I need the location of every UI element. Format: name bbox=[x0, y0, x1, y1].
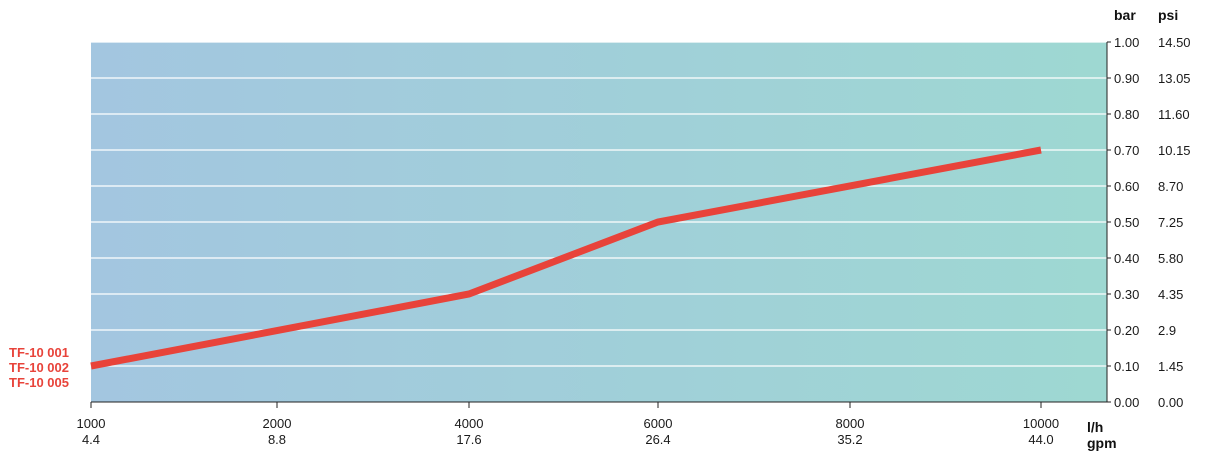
legend: TF-10 001 TF-10 002 TF-10 005 bbox=[9, 345, 69, 390]
series-group bbox=[90, 146, 1042, 370]
grid-lines bbox=[91, 41, 1111, 403]
axes bbox=[90, 42, 1108, 408]
y-tick-label-psi: 0.00 bbox=[1158, 395, 1183, 410]
x-tick-label-gpm: 26.4 bbox=[645, 432, 670, 447]
y-tick-label-bar: 0.60 bbox=[1114, 179, 1139, 194]
x-tick-label-gpm: 44.0 bbox=[1028, 432, 1053, 447]
x-unit-lh: l/h bbox=[1087, 419, 1103, 435]
y-tick-label-bar: 0.50 bbox=[1114, 215, 1139, 230]
y-tick-label-bar: 0.10 bbox=[1114, 359, 1139, 374]
y-tick-label-bar: 0.40 bbox=[1114, 251, 1139, 266]
x-tick-label-gpm: 4.4 bbox=[82, 432, 100, 447]
y-tick-label-bar: 0.00 bbox=[1114, 395, 1139, 410]
y-tick-labels: 0.00 0.00 0.10 1.45 0.20 2.9 0.30 4.35 0.40 5.80 0… bbox=[1114, 35, 1191, 410]
y-unit-bar: bar bbox=[1114, 7, 1136, 23]
y-tick-label-bar: 0.90 bbox=[1114, 71, 1139, 86]
legend-entry: TF-10 001 bbox=[9, 345, 69, 360]
legend-entry: TF-10 002 bbox=[9, 360, 69, 375]
y-unit-psi: psi bbox=[1158, 7, 1178, 23]
y-tick-label-bar: 0.80 bbox=[1114, 107, 1139, 122]
y-tick-label-bar: 0.70 bbox=[1114, 143, 1139, 158]
y-tick-label-bar: 0.20 bbox=[1114, 323, 1139, 338]
x-tick-label-lh: 8000 bbox=[836, 416, 865, 431]
y-tick-label-psi: 11.60 bbox=[1158, 107, 1190, 122]
x-tick-label-gpm: 35.2 bbox=[837, 432, 862, 447]
x-tick-label-gpm: 17.6 bbox=[456, 432, 481, 447]
y-tick-label-psi: 2.9 bbox=[1158, 323, 1176, 338]
x-tick-label-lh: 4000 bbox=[455, 416, 484, 431]
y-tick-label-bar: 0.30 bbox=[1114, 287, 1139, 302]
y-tick-label-psi: 5.80 bbox=[1158, 251, 1183, 266]
y-tick-label-psi: 4.35 bbox=[1158, 287, 1183, 302]
y-tick-label-psi: 13.05 bbox=[1158, 71, 1191, 86]
x-tick-label-lh: 10000 bbox=[1023, 416, 1059, 431]
y-tick-label-psi: 14.50 bbox=[1158, 35, 1191, 50]
series-line bbox=[90, 146, 1042, 370]
legend-entry: TF-10 005 bbox=[9, 375, 69, 390]
y-tick-label-bar: 1.00 bbox=[1114, 35, 1139, 50]
x-tick-label-gpm: 8.8 bbox=[268, 432, 286, 447]
y-tick-label-psi: 10.15 bbox=[1158, 143, 1191, 158]
x-tick-label-lh: 2000 bbox=[263, 416, 292, 431]
y-tick-label-psi: 1.45 bbox=[1158, 359, 1183, 374]
y-tick-label-psi: 8.70 bbox=[1158, 179, 1183, 194]
x-tick-label-lh: 6000 bbox=[644, 416, 673, 431]
x-tick-label-lh: 1000 bbox=[77, 416, 106, 431]
x-unit-gpm: gpm bbox=[1087, 435, 1117, 451]
y-tick-label-psi: 7.25 bbox=[1158, 215, 1183, 230]
